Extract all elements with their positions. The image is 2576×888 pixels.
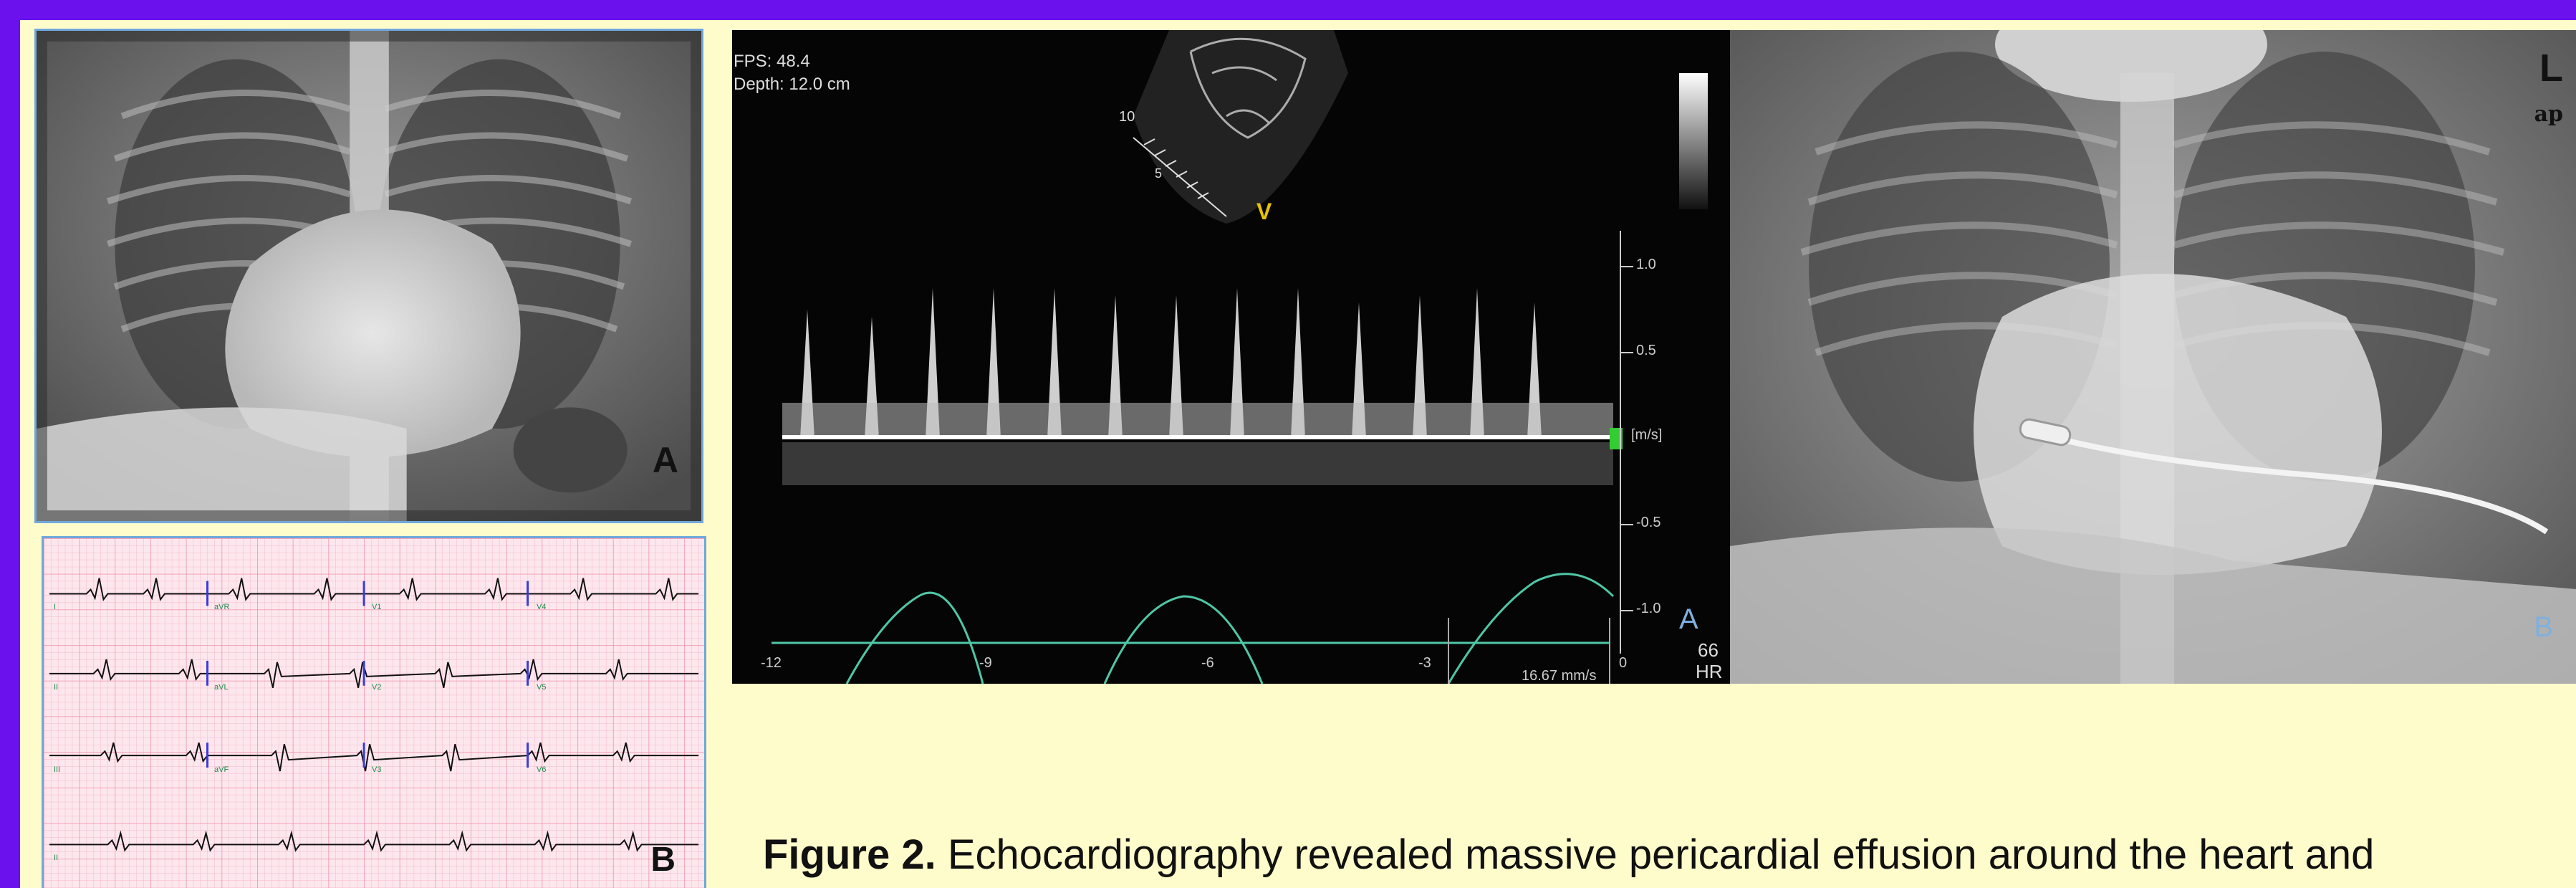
figure-frame-left <box>0 0 20 888</box>
panel-letter: A <box>1679 603 1698 635</box>
velocity-tick-label: 0.5 <box>1636 343 1656 358</box>
ecg-lead-label: V3 <box>372 765 382 774</box>
chest-xray-image <box>1730 30 2576 684</box>
chest-xray-panel-b: L ap B <box>1730 30 2576 684</box>
ecg-trace-image <box>44 538 704 888</box>
chest-xray-image <box>37 31 701 521</box>
figure-label: Figure 2. <box>763 831 936 878</box>
echo-depth-mark: 5 <box>1155 166 1163 181</box>
figure-caption-text: Echocardiography revealed massive perica… <box>947 831 2375 878</box>
time-tick-label: -9 <box>979 655 992 671</box>
ecg-lead-label: V4 <box>537 603 547 611</box>
ecg-panel-b: I aVR V1 V4 II aVL V2 V5 III aVF V3 V6 I… <box>42 536 706 888</box>
echo-depth-mark: 10 <box>1119 109 1135 125</box>
echo-hr-label: HR <box>1696 661 1723 682</box>
echo-sweep-speed: 16.67 mm/s <box>1522 668 1597 684</box>
side-marker: L <box>2539 47 2563 90</box>
panel-letter: B <box>650 841 676 879</box>
velocity-tick-label: 1.0 <box>1636 257 1656 272</box>
velocity-unit-label: [m/s] <box>1631 427 1663 443</box>
view-marker: ap <box>2534 102 2563 127</box>
ecg-lead-label: III <box>54 765 61 774</box>
ecg-lead-label: aVR <box>214 603 230 611</box>
figure-caption: Figure 2. Echocardiography revealed mass… <box>763 830 2576 880</box>
panel-letter: B <box>2534 611 2553 643</box>
ecg-lead-label: V6 <box>537 765 547 774</box>
echo-depth: Depth: 12.0 cm <box>734 75 850 94</box>
velocity-tick-label: -0.5 <box>1636 515 1661 530</box>
time-tick-label: -12 <box>761 655 782 671</box>
echo-probe-marker: V <box>1256 199 1272 224</box>
ecg-lead-label: V2 <box>372 683 382 692</box>
velocity-tick-label: -1.0 <box>1636 601 1661 616</box>
ecg-lead-label: I <box>54 603 57 611</box>
ecg-lead-label: II <box>54 683 59 692</box>
time-tick-label: -6 <box>1201 655 1214 671</box>
doppler-image <box>732 30 1735 684</box>
ecg-lead-label: II <box>54 854 59 862</box>
ecg-lead-label: V1 <box>372 603 382 611</box>
chest-xray-panel-a: A <box>34 29 703 523</box>
panel-letter: A <box>652 440 678 480</box>
ecg-lead-label: V5 <box>537 683 547 692</box>
echocardiography-panel: FPS: 48.4 Depth: 12.0 cm 10 5 V 1.0 0.5 … <box>732 30 1735 684</box>
echo-fps: FPS: 48.4 <box>734 52 810 71</box>
ecg-lead-label: aVL <box>214 683 229 692</box>
ecg-lead-label: aVF <box>214 765 229 774</box>
echo-hr-value: 66 <box>1698 639 1719 661</box>
time-tick-label: 0 <box>1619 655 1628 671</box>
time-tick-label: -3 <box>1418 655 1431 671</box>
figure-frame-top <box>0 0 2576 20</box>
